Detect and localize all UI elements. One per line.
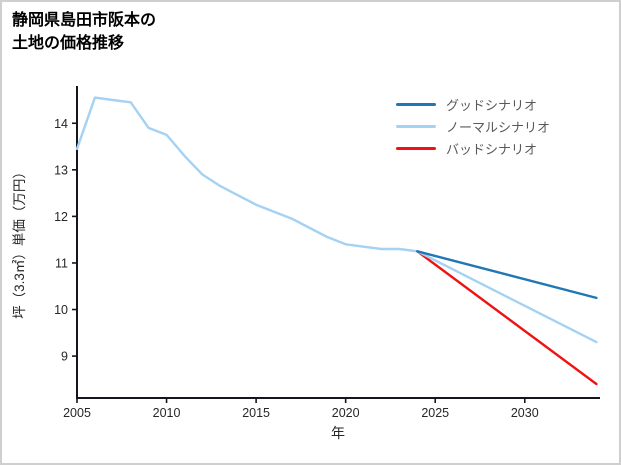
series-line-good: [416, 250, 598, 300]
legend-item-normal: ノーマルシナリオ: [396, 115, 550, 137]
y-tick-label: 11: [55, 256, 68, 270]
series-line-bad: [416, 250, 598, 386]
y-tick-label: 14: [54, 117, 68, 131]
legend-label-bad: バッドシナリオ: [446, 141, 538, 157]
x-tick-label: 2025: [421, 406, 449, 420]
x-axis-label: 年: [331, 425, 345, 441]
legend-label-normal: ノーマルシナリオ: [446, 119, 551, 135]
x-tick-label: 2005: [63, 406, 91, 420]
y-tick-label: 13: [54, 163, 68, 177]
chart-title: 静岡県島田市阪本の 土地の価格推移: [12, 9, 156, 55]
legend-label-good: グッドシナリオ: [446, 97, 538, 113]
legend-item-bad: バッドシナリオ: [396, 137, 550, 159]
good-scenario-line-swatch: [396, 102, 436, 106]
series-line-normal: [416, 250, 598, 344]
series-line-history: [75, 96, 419, 253]
y-axis-label: 坪（3.3㎡）単価（万円）: [12, 165, 27, 319]
chart-legend: グッドシナリオ ノーマルシナリオ バッドシナリオ: [396, 93, 550, 159]
y-tick-label: 12: [54, 210, 68, 224]
x-tick-label: 2020: [332, 406, 360, 420]
y-tick-label: 9: [61, 350, 68, 364]
chart-title-line-1: 静岡県島田市阪本の: [12, 12, 157, 29]
legend-item-good: グッドシナリオ: [396, 93, 550, 115]
chart-title-line-2: 土地の価格推移: [12, 35, 125, 52]
x-tick-label: 2030: [511, 406, 539, 420]
y-tick-label: 10: [54, 303, 68, 317]
x-tick-label: 2010: [153, 406, 181, 420]
x-tick-label: 2015: [242, 406, 270, 420]
bad-scenario-line-swatch: [396, 146, 436, 150]
normal-scenario-line-swatch: [396, 124, 436, 128]
